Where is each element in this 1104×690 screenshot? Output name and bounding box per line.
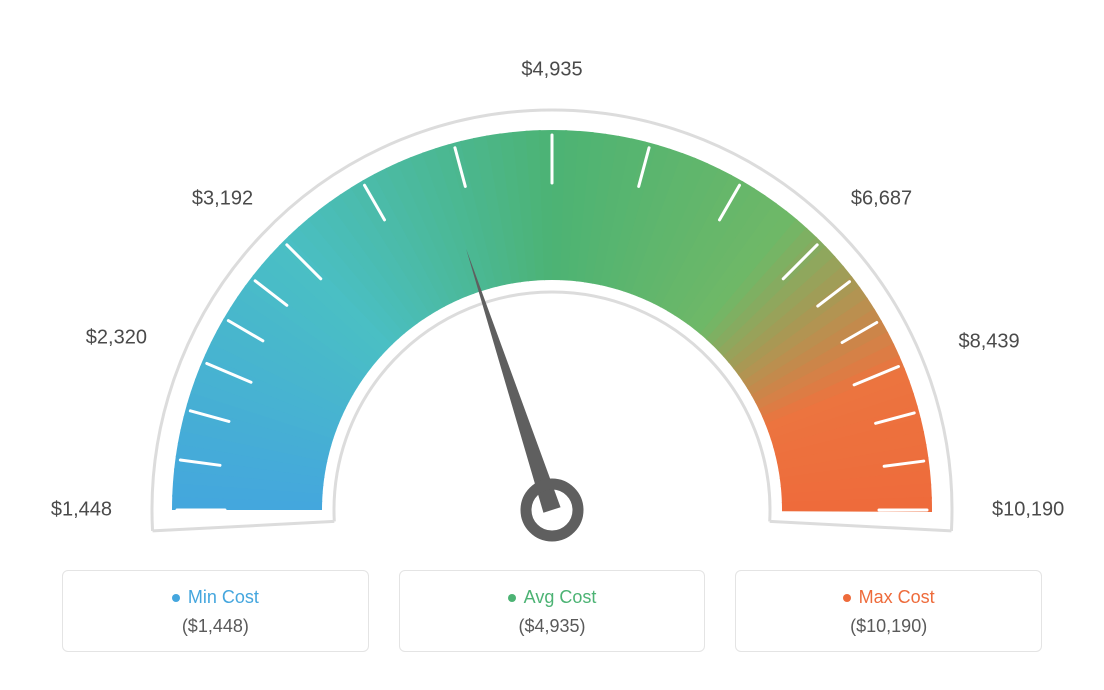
gauge-tick-label: $8,439 (959, 330, 1020, 353)
legend-max-value: ($10,190) (736, 616, 1041, 637)
legend-avg-label: Avg Cost (400, 587, 705, 608)
gauge-tick-label: $4,935 (521, 59, 582, 82)
legend-avg-label-text: Avg Cost (524, 587, 597, 608)
legend-row: Min Cost ($1,448) Avg Cost ($4,935) Max … (62, 570, 1042, 652)
gauge-wrap: $1,448$2,320$3,192$4,935$6,687$8,439$10,… (52, 20, 1052, 560)
legend-avg-dot (508, 594, 516, 602)
legend-max-label-text: Max Cost (859, 587, 935, 608)
gauge-tick-label: $3,192 (192, 187, 253, 210)
legend-avg-value: ($4,935) (400, 616, 705, 637)
legend-min-label: Min Cost (63, 587, 368, 608)
gauge-chart-container: $1,448 $2,320 $3,192 $4,935 $6,687 $8,439 $10,… (0, 0, 1104, 690)
gauge-svg (52, 20, 1052, 560)
gauge-tick-label: $1,448 (51, 499, 112, 522)
gauge-tick-label: $6,687 (851, 187, 912, 210)
legend-min: Min Cost ($1,448) (62, 570, 369, 652)
legend-min-label-text: Min Cost (188, 587, 259, 608)
gauge-tick-label: $2,320 (86, 327, 147, 350)
gauge-tick-label: $10,190 (992, 499, 1064, 522)
legend-max-dot (843, 594, 851, 602)
legend-min-dot (172, 594, 180, 602)
legend-avg: Avg Cost ($4,935) (399, 570, 706, 652)
legend-max: Max Cost ($10,190) (735, 570, 1042, 652)
legend-min-value: ($1,448) (63, 616, 368, 637)
legend-max-label: Max Cost (736, 587, 1041, 608)
